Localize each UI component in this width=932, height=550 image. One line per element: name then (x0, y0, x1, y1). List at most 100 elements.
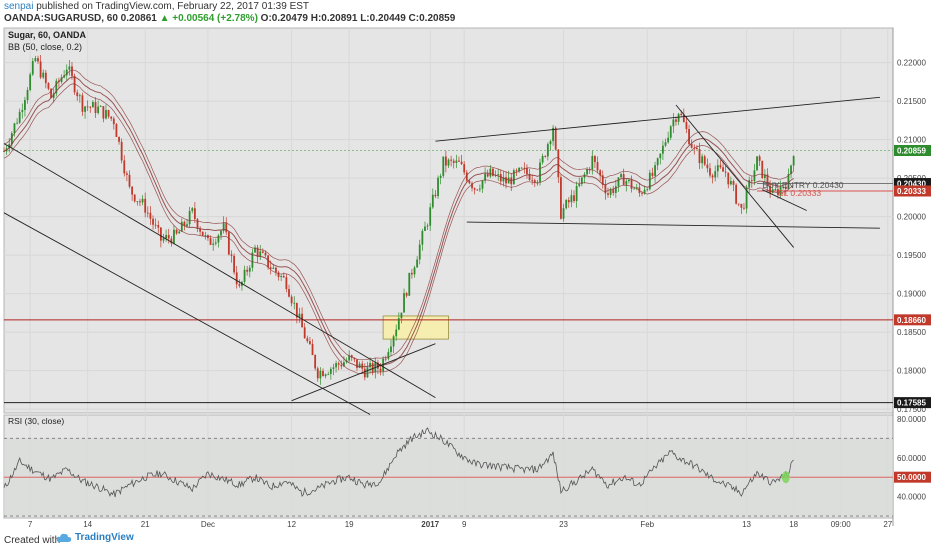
candle-up (136, 201, 139, 203)
candle-down (766, 174, 769, 186)
candle-down (377, 362, 379, 369)
candle-up (243, 269, 246, 282)
trendline[interactable] (675, 104, 794, 248)
candle-down (463, 164, 466, 173)
candle-up (478, 188, 481, 190)
candle-up (212, 243, 215, 245)
candle-up (667, 137, 670, 143)
candle-down (452, 160, 455, 163)
candle-down (492, 168, 494, 176)
candle-down (193, 208, 196, 220)
trendline[interactable] (435, 96, 880, 142)
trendline[interactable] (291, 343, 436, 402)
candle-down (125, 173, 128, 175)
candle-down (86, 106, 89, 108)
candle-down (476, 189, 479, 191)
candle-up (646, 189, 649, 191)
candle-down (743, 207, 745, 209)
time-tick-label: 9 (462, 520, 467, 528)
candle-down (777, 189, 779, 195)
trendline[interactable] (3, 143, 436, 398)
candle-up (790, 165, 792, 175)
candle-up (586, 168, 588, 175)
candle-down (727, 172, 730, 185)
candle-up (165, 234, 168, 239)
candle-down (175, 229, 178, 234)
candle-down (531, 179, 534, 181)
candle-up (78, 95, 81, 97)
candle-up (771, 189, 774, 193)
price-axis-tag (894, 314, 931, 326)
candle-up (677, 113, 680, 122)
candle-down (523, 167, 526, 169)
trendline[interactable] (762, 189, 807, 211)
candle-up (105, 110, 107, 119)
trendline[interactable] (3, 212, 371, 415)
candle-up (24, 99, 26, 110)
candle-down (709, 168, 711, 176)
candle-up (539, 162, 541, 182)
candle-up (774, 189, 777, 190)
candle-down (337, 363, 340, 365)
chart-area[interactable]: 0.220000.215000.210000.205000.200000.195… (0, 26, 932, 528)
candle-up (701, 156, 704, 164)
candle-down (94, 102, 97, 113)
price-axis-tag (894, 145, 931, 157)
time-tick-label: 23 (559, 520, 568, 528)
candle-down (196, 219, 199, 229)
candle-up (55, 80, 58, 94)
candle-down (675, 119, 677, 122)
candle-down (50, 88, 52, 98)
candle-up (447, 159, 450, 166)
candle-down (311, 344, 314, 356)
candle-up (426, 225, 429, 227)
candle-down (356, 359, 358, 368)
candle-up (729, 181, 732, 185)
price-axis-tag-label: 0.17585 (897, 399, 926, 408)
candle-down (528, 173, 531, 180)
candle-down (737, 203, 740, 205)
candle-down (199, 228, 202, 232)
time-tick-label: 27 (883, 520, 892, 528)
candle-down (107, 110, 110, 117)
candle-down (688, 129, 690, 145)
candle-down (711, 175, 714, 178)
candle-up (591, 156, 594, 170)
price-axis-tag-label: 0.20333 (897, 187, 926, 196)
candle-up (188, 210, 191, 225)
candle-down (316, 368, 319, 379)
candle-down (233, 255, 235, 273)
candle-up (745, 187, 748, 209)
candle-down (128, 174, 131, 187)
candle-up (97, 106, 100, 113)
candle-down (285, 277, 288, 290)
tradingview-brand[interactable]: TradingView (56, 532, 134, 543)
indicator-label: BB (50, close, 0.2) (8, 42, 82, 52)
candle-down (183, 221, 186, 226)
candle-up (327, 373, 330, 375)
candle-up (259, 251, 262, 257)
rsi-axis-tag-label: 50.0000 (897, 473, 926, 482)
candle-up (34, 58, 37, 62)
candle-down (282, 276, 285, 278)
price-pane[interactable] (3, 27, 894, 414)
candle-down (118, 136, 120, 142)
candle-up (332, 367, 335, 369)
created-with-label: Created with (4, 535, 61, 546)
candle-up (502, 177, 505, 182)
candle-up (520, 167, 523, 169)
price-axis-tag (894, 178, 931, 190)
candle-up (620, 174, 622, 178)
candle-up (654, 165, 656, 176)
trendline[interactable] (466, 221, 880, 229)
author-link[interactable]: senpai (4, 1, 34, 12)
candle-down (301, 313, 303, 328)
candle-up (29, 74, 32, 91)
candle-down (573, 195, 575, 202)
candle-down (269, 267, 272, 269)
candle-up (549, 141, 552, 145)
candle-up (662, 145, 664, 154)
candle-down (159, 227, 162, 241)
candle-down (71, 66, 73, 76)
candle-up (628, 179, 630, 182)
